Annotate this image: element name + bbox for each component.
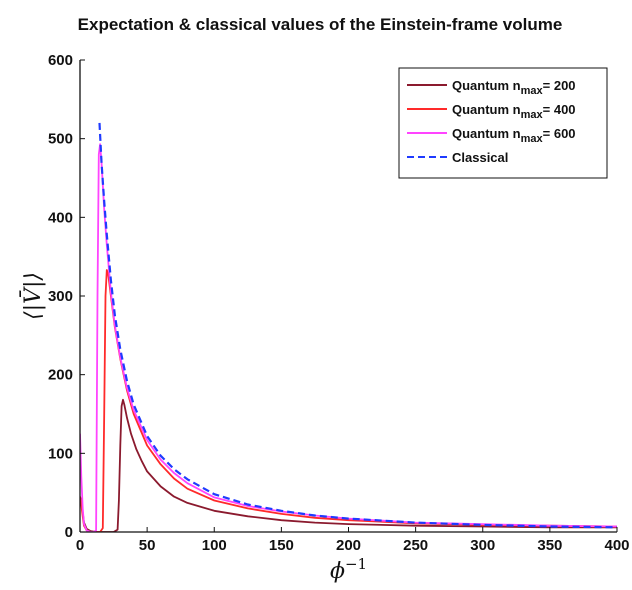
x-tick-label-2: 100 bbox=[202, 537, 227, 554]
legend-entry-suffix-0: = 200 bbox=[543, 78, 576, 93]
legend-entry-base-1: Quantum n bbox=[452, 102, 521, 117]
y-tick-label-0: 0 bbox=[65, 524, 73, 541]
series-line-2 bbox=[80, 143, 617, 532]
legend-entry-sub-0: max bbox=[521, 85, 544, 97]
legend-entry-sub-1: max bbox=[521, 109, 544, 121]
legend-entry-1: Quantum nmax= 400 bbox=[452, 102, 576, 121]
legend-entry-suffix-2: = 600 bbox=[543, 126, 576, 141]
legend-entry-base-2: Quantum n bbox=[452, 126, 521, 141]
x-tick-label-6: 300 bbox=[470, 537, 495, 554]
legend-entry-suffix-1: = 400 bbox=[543, 102, 576, 117]
x-axis-label-base: ϕ bbox=[330, 559, 345, 584]
x-axis-label: ϕ−1 bbox=[330, 555, 367, 584]
chart-title: Expectation & classical values of the Ei… bbox=[78, 15, 563, 34]
y-tick-label-4: 400 bbox=[48, 209, 73, 226]
y-tick-label-1: 100 bbox=[48, 445, 73, 462]
series-line-1 bbox=[80, 269, 617, 532]
x-tick-label-3: 150 bbox=[269, 537, 294, 554]
legend-box bbox=[398, 67, 608, 179]
series-group bbox=[80, 122, 617, 532]
legend-entry-base-0: Quantum n bbox=[452, 78, 521, 93]
legend-entry-2: Quantum nmax= 600 bbox=[452, 126, 576, 145]
legend-entry-base-3: Classical bbox=[452, 150, 508, 165]
series-line-3 bbox=[98, 122, 617, 529]
x-axis-label-exponent: −1 bbox=[345, 555, 367, 573]
y-tick-label-5: 500 bbox=[48, 131, 73, 148]
legend-entry-0: Quantum nmax= 200 bbox=[452, 78, 576, 97]
y-tick-label-6: 600 bbox=[48, 52, 73, 69]
x-tick-label-1: 50 bbox=[139, 537, 156, 554]
legend-entry-sub-2: max bbox=[521, 133, 544, 145]
x-tick-label-8: 400 bbox=[604, 537, 629, 554]
y-axis-label: ⟨|V̄|⟩ bbox=[19, 272, 46, 320]
x-tick-label-7: 350 bbox=[537, 537, 562, 554]
x-tick-label-5: 250 bbox=[403, 537, 428, 554]
y-tick-label-3: 300 bbox=[48, 288, 73, 305]
x-tick-label-0: 0 bbox=[76, 537, 84, 554]
legend-entry-3: Classical bbox=[452, 150, 508, 165]
series-line-0 bbox=[80, 398, 617, 532]
y-tick-label-2: 200 bbox=[48, 367, 73, 384]
x-tick-label-4: 200 bbox=[336, 537, 361, 554]
